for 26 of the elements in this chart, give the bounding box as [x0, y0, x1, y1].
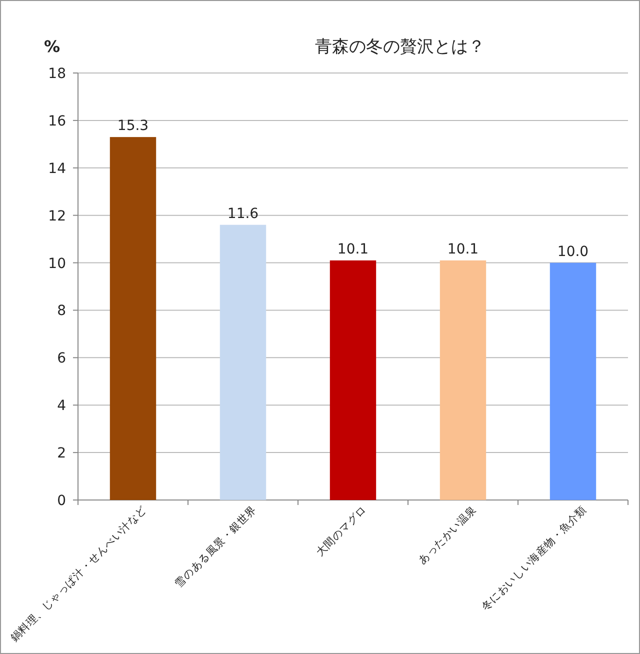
- y-axis-title: %: [44, 37, 60, 56]
- y-tick-label: 10: [48, 256, 66, 272]
- y-tick-label: 4: [57, 398, 66, 414]
- y-tick-label: 18: [48, 66, 66, 82]
- x-tick-label: あったかい温泉: [416, 504, 480, 567]
- data-label: 10.1: [337, 241, 369, 258]
- data-label: 10.1: [447, 241, 479, 258]
- y-tick-label: 2: [57, 446, 66, 462]
- y-tick-label: 16: [48, 113, 66, 130]
- bar: [550, 262, 596, 500]
- x-tick-label: 大間のマグロ: [313, 502, 370, 559]
- y-tick-label: 12: [48, 208, 66, 224]
- y-tick-label: 6: [57, 350, 66, 367]
- chart-title: 青森の冬の贅沢とは？: [315, 37, 485, 57]
- bar: [330, 260, 376, 500]
- bar: [440, 260, 486, 500]
- x-tick-label: 冬においしい海産物・魚介類: [478, 502, 590, 614]
- bar: [220, 224, 266, 500]
- y-tick-label: 8: [57, 303, 66, 320]
- data-label: 15.3: [117, 118, 149, 134]
- data-label: 10.0: [557, 244, 589, 260]
- y-tick-label: 14: [48, 160, 66, 177]
- data-label: 11.6: [227, 206, 259, 222]
- x-tick-label: 雪のある風景・銀世界: [172, 502, 260, 590]
- y-tick-label: 0: [57, 493, 66, 509]
- bar: [110, 137, 156, 500]
